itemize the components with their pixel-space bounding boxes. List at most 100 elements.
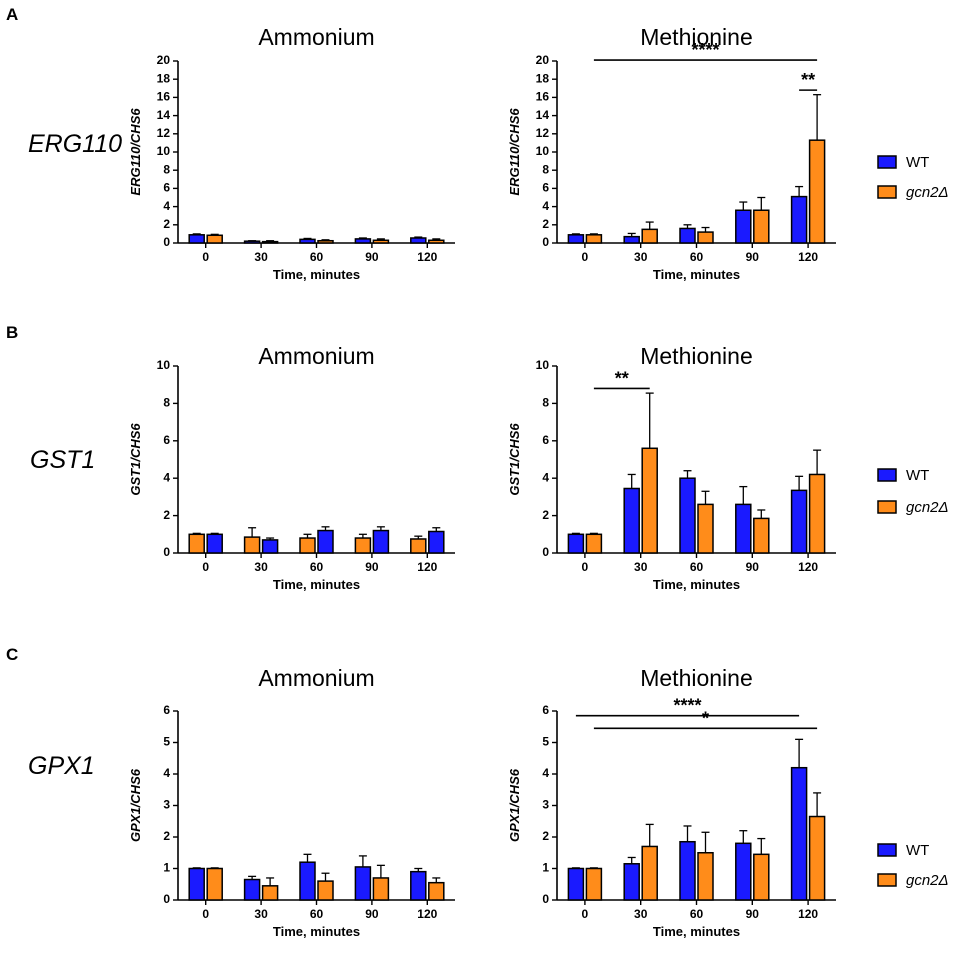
legend-panel-b: WT gcn2Δ — [877, 467, 949, 516]
x-tick-label: 90 — [746, 907, 760, 921]
y-tick-label: 6 — [542, 181, 549, 195]
y-tick-label: 0 — [163, 235, 170, 249]
bar-wt — [679, 227, 696, 244]
legend-label-gcn2: gcn2Δ — [906, 184, 949, 201]
y-tick-label: 10 — [536, 144, 550, 158]
bar-gcn2 — [641, 447, 658, 554]
y-tick-label: 5 — [163, 735, 170, 749]
bar-gcn2 — [808, 139, 826, 244]
bar-gcn2 — [410, 538, 427, 554]
chart-b-ammonium: Ammonium 0 2 4 6 8 10 GST1/CHS6 0 30 60 90 120 Time, … — [128, 343, 455, 592]
x-tick-label: 90 — [746, 250, 760, 264]
bar-gcn2 — [808, 815, 826, 901]
y-tick-label: 12 — [536, 126, 550, 140]
bar-wt — [410, 870, 427, 901]
x-tick-label: 60 — [310, 250, 324, 264]
bar-gcn2 — [261, 240, 279, 244]
x-tick-label: 30 — [634, 560, 648, 574]
y-tick-label: 16 — [157, 90, 171, 104]
bar-wt — [567, 867, 585, 901]
bar-gcn2 — [372, 239, 390, 244]
significance-label: * — [702, 708, 709, 728]
y-tick-label: 10 — [536, 358, 550, 372]
x-tick-label: 60 — [690, 907, 704, 921]
bar-wt — [790, 489, 808, 554]
gene-label-gpx1: GPX1 — [28, 752, 95, 780]
bar-gcn2 — [372, 877, 390, 901]
x-tick-label: 30 — [634, 250, 648, 264]
legend-label-gcn2: gcn2Δ — [906, 499, 949, 516]
bar-wt — [188, 867, 205, 901]
y-tick-label: 0 — [163, 892, 170, 906]
bar-gcn2 — [585, 533, 603, 554]
bar-wt — [623, 235, 640, 244]
bar-wt — [679, 840, 696, 901]
panel-labels: A ERG110 B GST1 C GPX1 — [6, 5, 122, 780]
bar-gcn2 — [188, 533, 205, 554]
bar-wt — [735, 842, 752, 901]
legend-label-wt: WT — [906, 154, 929, 171]
bar-gcn2 — [753, 853, 770, 901]
y-axis-label: GPX1/CHS6 — [128, 768, 143, 842]
y-tick-label: 10 — [157, 358, 171, 372]
significance-label: **** — [691, 40, 719, 60]
x-tick-label: 90 — [365, 560, 379, 574]
x-tick-label: 0 — [582, 560, 589, 574]
bar-gcn2 — [641, 845, 658, 901]
bar-wt — [243, 878, 261, 901]
chart-a-ammonium: Ammonium 0 2 4 6 8 10 12 14 16 18 20 ERG110/CHS6 0 30 6… — [128, 24, 455, 282]
bar-wt — [243, 240, 261, 244]
bar-gcn2 — [585, 867, 603, 901]
x-tick-label: 0 — [582, 907, 589, 921]
bar-wt — [410, 237, 427, 244]
y-axis-label: GST1/CHS6 — [507, 423, 522, 496]
y-tick-label: 2 — [163, 829, 170, 843]
bar-wt — [372, 529, 390, 554]
y-tick-label: 8 — [542, 162, 549, 176]
chart-c-ammonium: Ammonium 0 1 2 3 4 5 6 GPX1/CHS6 0 30 60 90 120 Time, … — [128, 665, 455, 939]
x-axis-label: Time, minutes — [653, 267, 740, 282]
gene-label-erg110: ERG110 — [28, 130, 122, 158]
x-tick-label: 90 — [365, 250, 379, 264]
y-tick-label: 20 — [157, 53, 171, 67]
x-axis-label: Time, minutes — [653, 577, 740, 592]
y-tick-label: 4 — [163, 766, 170, 780]
bar-gcn2 — [585, 234, 603, 244]
y-tick-label: 4 — [542, 766, 549, 780]
bar-gcn2 — [697, 503, 714, 554]
bar-gcn2 — [299, 537, 316, 554]
y-tick-label: 4 — [163, 470, 170, 484]
y-tick-label: 14 — [536, 108, 550, 122]
x-tick-label: 60 — [690, 560, 704, 574]
bar-gcn2 — [697, 852, 714, 901]
chart-title: Ammonium — [258, 343, 374, 369]
bar-gcn2 — [206, 867, 223, 901]
legend-swatch-gcn2 — [877, 185, 897, 199]
bar-wt — [299, 861, 316, 901]
bar-wt — [261, 539, 279, 554]
chart-title: Methionine — [640, 24, 753, 50]
x-tick-label: 30 — [254, 907, 268, 921]
legend-label-wt: WT — [906, 842, 929, 859]
y-tick-label: 2 — [163, 217, 170, 231]
x-tick-label: 30 — [634, 907, 648, 921]
y-tick-label: 0 — [542, 545, 549, 559]
legend-panel-c: WT gcn2Δ — [877, 842, 949, 889]
chart-title: Methionine — [640, 343, 753, 369]
bar-wt — [735, 209, 752, 244]
bar-gcn2 — [753, 517, 770, 554]
x-tick-label: 120 — [417, 560, 437, 574]
bar-wt — [679, 477, 696, 554]
y-tick-label: 16 — [536, 90, 550, 104]
y-tick-label: 18 — [536, 71, 550, 85]
y-axis-label: ERG110/CHS6 — [128, 108, 143, 196]
x-tick-label: 120 — [417, 250, 437, 264]
gene-label-gst1: GST1 — [30, 446, 95, 474]
x-axis-label: Time, minutes — [273, 267, 360, 282]
legend-label-gcn2: gcn2Δ — [906, 872, 949, 889]
chart-title: Methionine — [640, 665, 753, 691]
chart-b-methionine: Methionine 0 2 4 6 8 10 GST1/CHS6 0 30 60 90 120 Time… — [507, 343, 836, 592]
x-axis-label: Time, minutes — [273, 924, 360, 939]
